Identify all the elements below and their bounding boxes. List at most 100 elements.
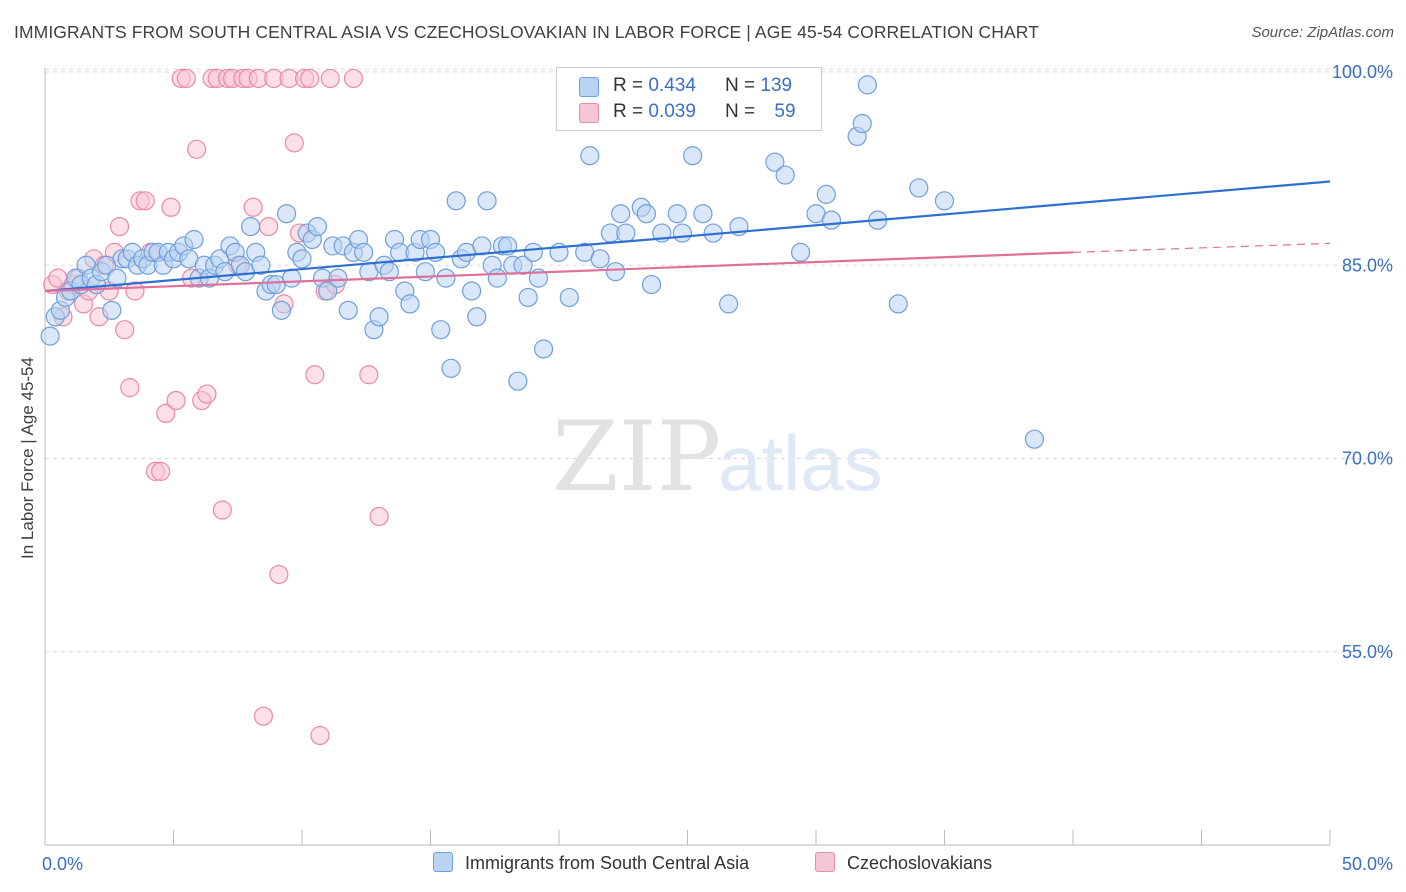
blue-point xyxy=(590,249,610,269)
blue-point xyxy=(693,204,713,224)
blue-point xyxy=(667,204,687,224)
legend-n-label: N = xyxy=(725,75,756,96)
blue-point xyxy=(472,236,492,256)
pink-point xyxy=(284,133,304,153)
blue-point xyxy=(852,113,872,134)
blue-point xyxy=(821,210,842,230)
pink-point xyxy=(253,706,274,726)
blue-point xyxy=(518,287,538,308)
blue-point xyxy=(683,146,703,166)
bottom-legend-item-pink: Czechoslovakians xyxy=(815,852,992,874)
pink-point xyxy=(135,191,155,211)
blue-point xyxy=(641,274,662,295)
blue-point xyxy=(241,217,261,237)
blue-point xyxy=(446,191,466,211)
blue-point xyxy=(307,217,328,237)
blue-point xyxy=(513,255,533,275)
watermark-atlas: atlas xyxy=(718,419,883,507)
blue-point xyxy=(102,300,122,320)
blue-point xyxy=(487,268,507,288)
pink-point xyxy=(151,461,171,481)
bottom-legend-swatch-pink xyxy=(815,852,835,872)
legend-r-label: R = xyxy=(613,75,644,96)
blue-point xyxy=(616,223,636,243)
legend-swatch-blue xyxy=(579,77,599,97)
chart-title: IMMIGRANTS FROM SOUTH CENTRAL ASIA VS CZ… xyxy=(14,22,1039,42)
blue-point xyxy=(765,152,785,172)
blue-point xyxy=(292,249,312,269)
blue-point xyxy=(559,287,579,308)
blue-point xyxy=(775,165,795,185)
blue-point xyxy=(790,242,811,262)
blue-point xyxy=(533,339,554,359)
blue-point xyxy=(1024,429,1045,449)
blue-point xyxy=(369,307,389,327)
y-tick-label: 70.0% xyxy=(1342,449,1393,469)
blue-point xyxy=(441,358,461,378)
pink-point xyxy=(320,68,340,89)
blue-point xyxy=(605,262,626,282)
legend-n-value-pink: 59 xyxy=(774,101,796,122)
blue-point xyxy=(184,229,204,250)
watermark-zip: ZIP xyxy=(552,401,721,513)
blue-point xyxy=(282,268,302,288)
pink-point xyxy=(359,365,379,385)
blue-point xyxy=(888,294,908,314)
chart-source: Source: ZipAtlas.com xyxy=(1251,24,1394,41)
blue-point xyxy=(436,268,456,288)
blue-point xyxy=(318,281,338,301)
blue-point xyxy=(431,320,451,340)
blue-point xyxy=(354,242,374,262)
blue-point xyxy=(816,184,836,204)
blue-point xyxy=(467,307,487,327)
pink-point xyxy=(156,403,176,424)
y-tick-label: 100.0% xyxy=(1332,62,1393,82)
blue-point xyxy=(580,146,600,166)
legend-r-label: R = xyxy=(613,101,644,122)
trend-lines xyxy=(44,180,1331,293)
tick-labels: 55.0% 70.0% 85.0% 100.0% 0.0% 50.0% xyxy=(42,62,1393,874)
pink-point xyxy=(310,725,330,746)
blue-point xyxy=(508,371,528,391)
blue-point xyxy=(611,204,631,224)
pink-point xyxy=(212,500,232,520)
axes xyxy=(44,68,1331,846)
bottom-legend-swatch-blue xyxy=(433,852,453,872)
blue-point xyxy=(462,281,482,301)
blue-point xyxy=(338,300,358,320)
bottom-legend-label-pink: Czechoslovakians xyxy=(847,853,993,873)
pink-point xyxy=(161,197,181,217)
pink-point xyxy=(369,506,389,527)
stats-legend: R = 0.434 N = 139 R = 0.039 N = 59 xyxy=(556,67,822,131)
blue-point xyxy=(934,191,955,211)
legend-r-value-blue: 0.434 xyxy=(648,75,696,96)
blue-point xyxy=(251,255,271,275)
blue-point xyxy=(271,300,292,320)
watermark: ZIP atlas xyxy=(552,401,883,513)
blue-point xyxy=(719,294,739,314)
legend-r-value-pink: 0.039 xyxy=(648,101,696,122)
pink-point xyxy=(258,217,279,237)
blue-point xyxy=(328,268,348,288)
pink-point xyxy=(300,68,320,89)
pink-point xyxy=(269,564,289,585)
pink-point xyxy=(187,139,207,159)
y-tick-label: 55.0% xyxy=(1342,642,1393,662)
pink-point xyxy=(197,384,217,404)
blue-point xyxy=(40,326,60,346)
pink-point xyxy=(343,68,363,89)
pink-point xyxy=(109,217,130,237)
blue-point xyxy=(477,191,497,211)
pink-point xyxy=(120,378,140,398)
pink-trend-line xyxy=(44,251,1074,293)
blue-point xyxy=(909,178,929,198)
blue-point xyxy=(276,204,297,224)
pink-point xyxy=(243,197,263,217)
blue-point xyxy=(107,268,127,288)
pink-trend-extension xyxy=(1072,242,1331,253)
x-tick-label: 50.0% xyxy=(1342,854,1393,874)
blue-point xyxy=(523,242,543,262)
x-tick-label: 0.0% xyxy=(42,854,83,874)
pink-point xyxy=(305,365,325,385)
